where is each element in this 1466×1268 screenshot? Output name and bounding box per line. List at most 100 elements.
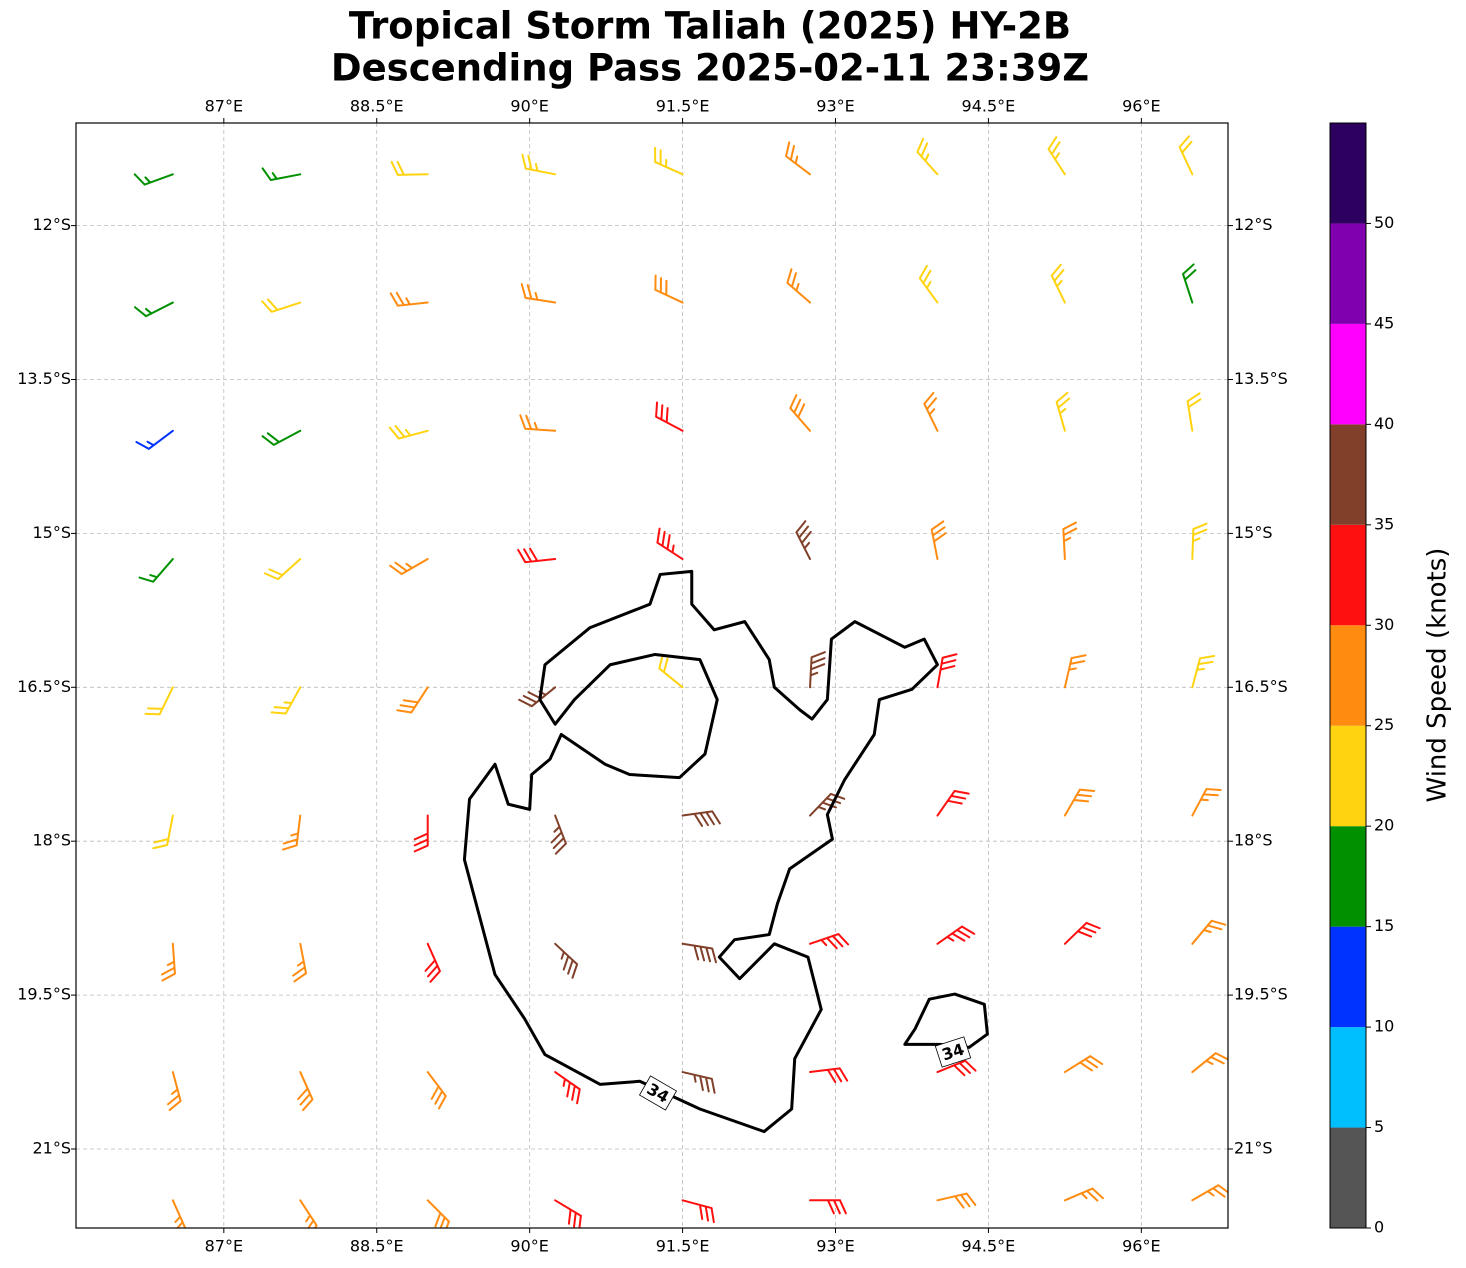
wind-barb <box>930 520 947 561</box>
x-tick-label: 91.5°E <box>656 1237 710 1256</box>
x-tick-label: 93°E <box>816 97 854 116</box>
wind-barb <box>1191 1184 1228 1202</box>
x-tick-label: 96°E <box>1122 1237 1160 1256</box>
wind-barb <box>654 274 684 304</box>
wind-barb <box>681 810 721 827</box>
contour-line <box>462 569 939 1134</box>
wind-barb <box>396 686 429 714</box>
wind-barb <box>518 686 557 708</box>
colorbar-segment <box>1330 926 1366 1028</box>
wind-barb <box>517 547 557 564</box>
x-tick-label: 90°E <box>510 97 548 116</box>
y-tick-label: 16.5°S <box>1234 677 1288 696</box>
x-tick-label: 88.5°E <box>350 97 404 116</box>
wind-barb <box>554 1071 581 1105</box>
wind-barb <box>923 391 939 432</box>
wind-barb <box>160 942 176 982</box>
wind-barb <box>809 651 826 689</box>
wind-barb <box>654 146 684 176</box>
colorbar-tick-label: 45 <box>1374 313 1394 332</box>
colorbar-segment <box>1330 826 1366 927</box>
wind-barb <box>152 814 174 850</box>
x-tick-label: 93°E <box>816 1237 854 1256</box>
wind-barb <box>519 414 557 432</box>
colorbar-tick-label: 15 <box>1374 916 1394 935</box>
wind-barb <box>1063 654 1087 689</box>
colorbar-tick-label: 40 <box>1374 414 1394 433</box>
y-tick-label: 16.5°S <box>17 677 71 696</box>
wind-barb <box>133 173 174 186</box>
x-tick-label: 94.5°E <box>962 1237 1016 1256</box>
colorbar-segment <box>1330 1127 1366 1228</box>
wind-barb <box>1050 263 1066 304</box>
wind-barb <box>521 153 557 176</box>
wind-barb <box>138 558 174 583</box>
colorbar-tick-label: 30 <box>1374 615 1394 634</box>
colorbar-segment <box>1330 1027 1366 1128</box>
label-box <box>638 1075 678 1111</box>
wind-barb <box>681 1071 716 1094</box>
wind-barb <box>1191 1052 1228 1074</box>
x-tick-label: 91.5°E <box>656 97 710 116</box>
wind-barb <box>1191 919 1227 945</box>
wind-barb <box>424 942 441 983</box>
x-tick-label: 96°E <box>1122 97 1160 116</box>
contour-label: 34 <box>934 1036 972 1068</box>
x-tick-label: 88.5°E <box>350 1237 404 1256</box>
x-tick-label: 87°E <box>205 1237 243 1256</box>
wind-barb <box>261 298 302 313</box>
wind-barb <box>299 1199 318 1228</box>
wind-barb <box>1047 136 1066 176</box>
wind-barb <box>809 933 850 950</box>
y-tick-label: 12°S <box>32 215 71 234</box>
y-tick-label: 21°S <box>1234 1138 1273 1157</box>
wind-barb <box>270 686 302 715</box>
x-tick-label: 87°E <box>205 97 243 116</box>
wind-barb <box>1063 921 1101 945</box>
colorbar-frame <box>1329 122 1367 1229</box>
wind-barb <box>789 394 812 432</box>
wind-barb <box>786 268 812 304</box>
wind-barb <box>1055 391 1071 432</box>
wind-barb <box>916 137 939 176</box>
wind-barb <box>292 942 308 983</box>
wind-barb <box>1191 522 1208 561</box>
wind-barb <box>936 925 976 945</box>
wind-barb <box>1063 788 1096 817</box>
wind-barb <box>1191 788 1222 817</box>
wind-barb <box>656 527 684 561</box>
wind-barb <box>936 789 970 817</box>
wind-barb <box>389 291 429 307</box>
y-tick-label: 21°S <box>32 1138 71 1157</box>
colorbar-tick-label: 35 <box>1374 514 1394 533</box>
wind-barb <box>426 1199 450 1228</box>
plot-frame <box>75 122 1229 1229</box>
colorbar-segment <box>1330 524 1366 626</box>
wind-barb <box>655 401 684 432</box>
wind-barb <box>1191 655 1216 689</box>
wind-barb <box>261 167 302 182</box>
wind-barb <box>388 424 429 440</box>
wind-barb <box>681 942 717 964</box>
wind-barb <box>520 283 557 304</box>
wind-barb <box>918 264 939 304</box>
wind-barb <box>426 1071 447 1110</box>
colorbar-segment <box>1330 424 1366 525</box>
wind-barb <box>681 1199 715 1224</box>
contour-label: 34 <box>638 1075 678 1111</box>
y-tick-label: 18°S <box>1234 831 1273 850</box>
wind-barb <box>554 1199 582 1228</box>
wind-barb <box>1063 1187 1104 1202</box>
wind-barb <box>297 1071 314 1112</box>
wind-barb <box>785 141 812 176</box>
barb-layer <box>133 135 1228 1228</box>
wind-barb <box>135 429 174 450</box>
wind-barb <box>144 686 174 716</box>
wind-barb <box>263 558 302 581</box>
wind-barb <box>550 814 567 855</box>
wind-barb <box>1182 263 1197 304</box>
wind-barb <box>1178 135 1194 176</box>
y-tick-label: 19.5°S <box>1234 985 1288 1004</box>
y-tick-label: 19.5°S <box>17 985 71 1004</box>
